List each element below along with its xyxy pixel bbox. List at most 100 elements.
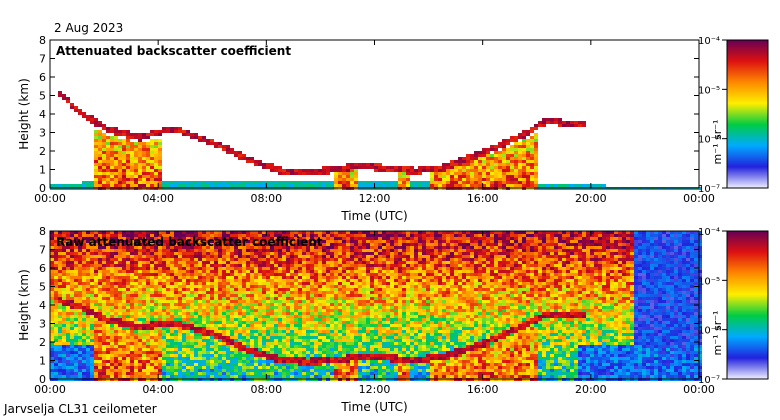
heatmap-cell [190,294,194,297]
heatmap-cell [302,172,306,175]
heatmap-cell [206,375,210,378]
heatmap-cell [206,294,210,297]
heatmap-cell [126,234,130,237]
heatmap-cell [138,139,142,142]
heatmap-cell [202,252,206,255]
heatmap-cell [162,279,166,282]
heatmap-cell [430,175,434,178]
heatmap-cell [206,288,210,291]
heatmap-cell [282,172,286,175]
heatmap-cell [130,363,134,366]
heatmap-cell [478,160,482,163]
heatmap-cell [142,148,146,151]
heatmap-cell [126,297,130,300]
heatmap-cell [322,181,326,184]
heatmap-cell [230,324,234,327]
heatmap-cell [86,306,90,309]
heatmap-cell [94,264,98,267]
heatmap-cell [226,339,230,342]
heatmap-cell [214,327,218,330]
heatmap-cell [362,163,366,166]
heatmap-cell [170,297,174,300]
heatmap-cell [102,133,106,136]
heatmap-cell [66,246,70,249]
heatmap-cell [266,297,270,300]
heatmap-cell [50,234,54,237]
heatmap-cell [106,154,110,157]
heatmap-cell [282,315,286,318]
heatmap-cell [66,243,70,246]
heatmap-cell [94,255,98,258]
heatmap-cell [214,357,218,360]
heatmap-cell [106,166,110,169]
heatmap-cell [526,148,530,151]
heatmap-cell [278,285,282,288]
heatmap-cell [162,342,166,345]
heatmap-cell [58,345,62,348]
heatmap-cell [306,285,310,288]
heatmap-cell [514,148,518,151]
heatmap-cell [62,282,66,285]
heatmap-cell [290,312,294,315]
heatmap-cell [74,249,78,252]
heatmap-cell [274,267,278,270]
heatmap-cell [234,297,238,300]
heatmap-cell [366,163,370,166]
heatmap-cell [150,178,154,181]
heatmap-cell [98,175,102,178]
heatmap-cell [202,234,206,237]
heatmap-cell [98,255,102,258]
heatmap-cell [154,261,158,264]
heatmap-cell [474,163,478,166]
heatmap-cell [202,243,206,246]
heatmap-cell [198,324,202,327]
heatmap-cell [130,246,134,249]
heatmap-cell [158,369,162,372]
x-tick-label: 16:00 [467,192,499,205]
heatmap-cell [62,249,66,252]
heatmap-cell [154,148,158,151]
heatmap-cell [94,121,98,124]
heatmap-cell [470,181,474,184]
heatmap-cell [318,324,322,327]
heatmap-cell [110,234,114,237]
heatmap-cell [70,372,74,375]
heatmap-cell [142,312,146,315]
heatmap-cell [222,288,226,291]
heatmap-cell [518,169,522,172]
heatmap-cell [126,354,130,357]
heatmap-cell [66,348,70,351]
heatmap-cell [178,267,182,270]
heatmap-cell [254,282,258,285]
heatmap-cell [386,181,390,184]
heatmap-cell [186,255,190,258]
heatmap-cell [186,330,190,333]
heatmap-cell [354,181,358,184]
heatmap-cell [166,264,170,267]
heatmap-cell [306,327,310,330]
heatmap-cell [322,294,326,297]
heatmap-cell [218,270,222,273]
heatmap-cell [202,240,206,243]
heatmap-cell [266,276,270,279]
heatmap-cell [182,363,186,366]
heatmap-cell [134,333,138,336]
heatmap-cell [86,258,90,261]
heatmap-cell [246,288,250,291]
heatmap-cell [58,312,62,315]
heatmap-cell [130,249,134,252]
heatmap-cell [118,133,122,136]
heatmap-cell [154,178,158,181]
heatmap-cell [518,133,522,136]
heatmap-cell [282,267,286,270]
heatmap-cell [122,133,126,136]
heatmap-cell [322,240,326,243]
heatmap-cell [358,181,362,184]
heatmap-cell [110,178,114,181]
heatmap-cell [158,303,162,306]
heatmap-cell [78,270,82,273]
heatmap-cell [290,309,294,312]
heatmap-cell [298,169,302,172]
heatmap-cell [66,240,70,243]
heatmap-cell [138,234,142,237]
